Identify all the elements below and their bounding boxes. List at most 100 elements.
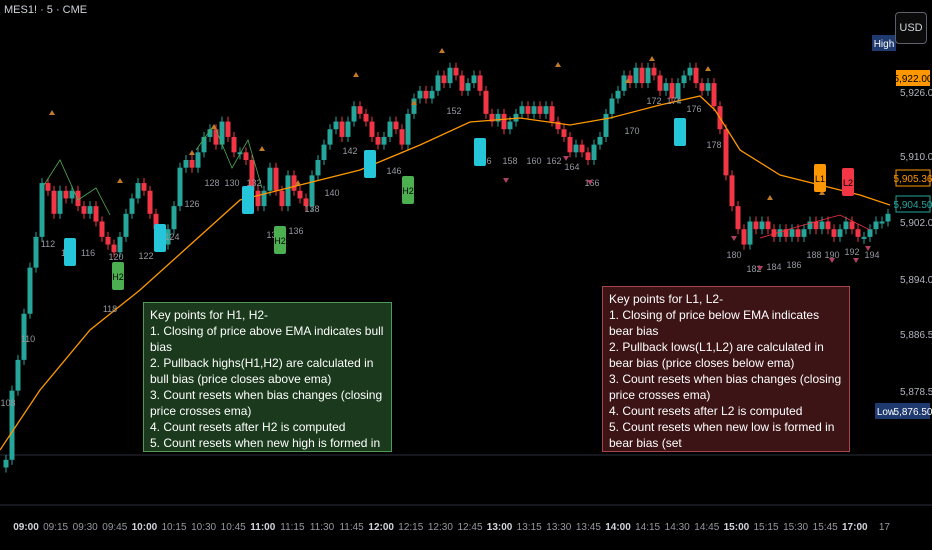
candle-body — [489, 113, 495, 122]
candle-body — [531, 106, 537, 114]
note-bear-title: Key points for L1, L2- — [609, 292, 724, 306]
candle-body — [825, 221, 831, 230]
candle-body — [615, 90, 621, 99]
candle-body — [9, 390, 15, 460]
candle-body — [273, 167, 279, 191]
candle-body — [663, 83, 669, 91]
time-label: 09:15 — [43, 522, 68, 533]
candle-body — [411, 98, 417, 114]
candle-body — [33, 236, 39, 268]
price-axis-ticks: 5,926.00 5,910.00 5,902.00 5,894.00 5,886.50… — [900, 88, 932, 398]
note-bear: Key points for L1, L2- 1. Closing of pri… — [602, 286, 850, 452]
time-axis-labels: 09:00 09:15 09:30 09:45 10:00 10:15 10:30 10:45… — [13, 522, 890, 533]
bar-count-label: 170 — [624, 126, 639, 136]
candle-body — [591, 144, 597, 160]
swing-high-marker — [49, 110, 55, 115]
bar-count-label: 180 — [726, 250, 741, 260]
signal-label: H2 — [112, 272, 124, 282]
bar-count-label: 152 — [446, 106, 461, 116]
time-label: 13:00 — [487, 522, 513, 533]
candle-body — [675, 83, 681, 99]
candle-body — [447, 67, 453, 84]
candle-body — [345, 121, 351, 137]
candle-body — [327, 129, 333, 145]
bar-count-label: 166 — [584, 178, 599, 188]
bar-count-label: 172 — [646, 96, 661, 106]
time-label: 10:30 — [191, 522, 216, 533]
signal-box-h1 — [64, 238, 76, 266]
candle-body — [585, 152, 591, 160]
bar-count-label: 178 — [706, 140, 721, 150]
candle-body — [165, 229, 171, 245]
candle-body — [339, 121, 345, 137]
time-label: 10:45 — [221, 522, 246, 533]
candle-body — [351, 106, 357, 122]
signal-box-h2 — [274, 226, 286, 254]
candle-body — [867, 229, 873, 237]
note-bear-line-4: 4. Count resets after L2 is computed — [609, 404, 803, 418]
candle-body — [699, 83, 705, 91]
bar-count-label: 112 — [41, 239, 55, 249]
candle-body — [453, 67, 459, 76]
candle-body — [441, 75, 447, 84]
candle-body — [321, 144, 327, 160]
candle-body — [129, 198, 135, 214]
signal-boxes: H2 H2 H2 L1 L2 — [64, 118, 854, 290]
candle-body — [183, 160, 189, 168]
time-label: 15:30 — [783, 522, 808, 533]
signal-label: L1 — [815, 174, 825, 184]
candle-body — [525, 106, 531, 114]
bar-count-label: 122 — [138, 251, 153, 261]
signal-box-h1 — [154, 224, 166, 252]
swing-high-marker — [189, 150, 195, 155]
time-label: 17:00 — [842, 522, 868, 533]
candle-body — [549, 106, 555, 122]
swing-high-marker — [767, 195, 773, 200]
candle-body — [429, 90, 435, 99]
note-bear-line-3: 3. Count resets when bias changes (closi… — [609, 372, 842, 402]
candle-body — [69, 190, 75, 199]
candle-body — [483, 90, 489, 114]
time-label: 12:45 — [457, 522, 482, 533]
candle-body — [333, 121, 339, 130]
candle-body — [657, 75, 663, 91]
price-tick: 5,878.50 — [900, 387, 932, 398]
swing-low-marker — [563, 156, 569, 161]
candle-body — [423, 90, 429, 99]
time-label: 11:45 — [339, 522, 364, 533]
bar-count-label: 146 — [386, 166, 401, 176]
signal-label: H2 — [402, 186, 414, 196]
candle-body — [219, 121, 225, 145]
time-label: 09:45 — [102, 522, 127, 533]
bar-count-label: 124 — [164, 232, 179, 242]
candle-body — [369, 121, 375, 137]
candle-body — [75, 190, 81, 207]
bar-count-label: 116 — [81, 248, 95, 258]
high-label-box — [872, 35, 896, 51]
candle-body — [855, 229, 861, 237]
note-bull-line-4: 4. Count resets after H2 is computed — [150, 420, 346, 434]
candle-body — [573, 144, 579, 153]
candle-body — [813, 221, 819, 230]
time-label: 11:30 — [310, 522, 335, 533]
time-label: 15:15 — [753, 522, 778, 533]
candle-body — [27, 267, 33, 314]
candle-body — [399, 129, 405, 145]
candle-body — [735, 206, 741, 230]
price-tick: 5,894.00 — [900, 275, 932, 286]
bar-count-label: 118 — [103, 304, 117, 314]
bar-count-label: 128 — [204, 178, 219, 188]
candle-body — [561, 129, 567, 137]
candle-body — [177, 167, 183, 207]
price-marker-value: 5,904.50 — [894, 200, 932, 211]
candle-body — [81, 206, 87, 214]
candle-body — [363, 113, 369, 122]
swing-high-marker — [555, 62, 561, 67]
currency-button[interactable]: USD — [895, 12, 927, 44]
time-label: 09:00 — [13, 522, 39, 533]
high-label: High — [874, 39, 895, 50]
candle-body — [759, 221, 765, 230]
candle-body — [651, 67, 657, 76]
time-label: 12:30 — [428, 522, 453, 533]
